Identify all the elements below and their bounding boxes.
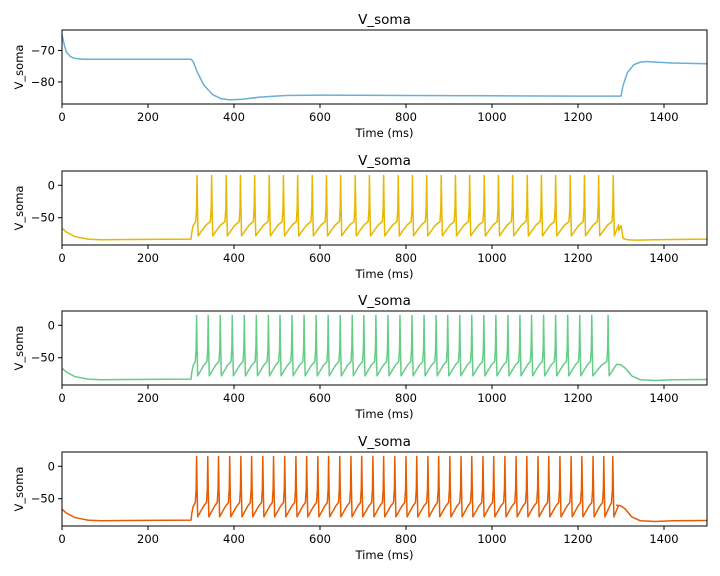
axes-frame xyxy=(61,170,708,246)
x-tick-label: 0 xyxy=(58,110,65,124)
x-tick-label: 800 xyxy=(395,110,417,124)
y-tick-label: 0 xyxy=(48,178,55,192)
x-tick-label: 400 xyxy=(223,532,245,546)
axes-frame xyxy=(61,29,708,105)
x-tick-label: 1200 xyxy=(563,251,592,265)
x-tick-label: 600 xyxy=(309,251,331,265)
y-tick-label: −50 xyxy=(31,351,55,365)
x-axis-label: Time (ms) xyxy=(355,407,414,421)
subplot-title: V_soma xyxy=(358,434,411,450)
y-tick-label: −50 xyxy=(31,211,55,225)
x-tick-label: 800 xyxy=(395,391,417,405)
x-tick-label: 1000 xyxy=(477,532,506,546)
subplot-3: V_soma 0 200 400 600 800 1000 1200 1400 −50 0 Time … xyxy=(12,293,708,421)
x-tick-label: 200 xyxy=(137,251,159,265)
subplot-title: V_soma xyxy=(358,153,411,169)
x-tick-label: 0 xyxy=(58,532,65,546)
subplot-title: V_soma xyxy=(358,12,411,28)
x-axis-label: Time (ms) xyxy=(355,126,414,140)
x-tick-label: 200 xyxy=(137,391,159,405)
x-tick-label: 200 xyxy=(137,532,159,546)
x-tick-label: 1000 xyxy=(477,110,506,124)
x-tick-label: 0 xyxy=(58,251,65,265)
x-tick-label: 400 xyxy=(223,251,245,265)
y-axis-label: V_soma xyxy=(12,186,26,231)
axes-frame xyxy=(61,310,708,386)
y-tick-label: 0 xyxy=(48,318,55,332)
y-tick-label: 0 xyxy=(48,459,55,473)
y-tick-label: −70 xyxy=(31,43,55,57)
x-tick-label: 400 xyxy=(223,110,245,124)
x-tick-label: 1200 xyxy=(563,391,592,405)
x-tick-label: 1400 xyxy=(649,391,678,405)
axes-frame xyxy=(61,451,708,527)
x-tick-label: 1400 xyxy=(649,251,678,265)
x-tick-label: 1000 xyxy=(477,391,506,405)
subplot-4: V_soma 0 200 400 600 800 1000 1200 1400 −50 0 Time … xyxy=(12,434,708,562)
x-axis-label: Time (ms) xyxy=(355,267,414,281)
series-line xyxy=(62,34,707,101)
x-tick-label: 600 xyxy=(309,532,331,546)
subplot-title: V_soma xyxy=(358,293,411,309)
x-tick-label: 600 xyxy=(309,391,331,405)
x-axis-label: Time (ms) xyxy=(355,548,414,562)
x-tick-label: 400 xyxy=(223,391,245,405)
x-tick-label: 200 xyxy=(137,110,159,124)
y-tick-label: −80 xyxy=(31,75,55,89)
y-axis-label: V_soma xyxy=(12,45,26,90)
x-tick-label: 600 xyxy=(309,110,331,124)
series-line xyxy=(62,455,707,523)
series-line xyxy=(62,314,707,382)
x-tick-label: 800 xyxy=(395,532,417,546)
y-axis-label: V_soma xyxy=(12,467,26,512)
y-axis-label: V_soma xyxy=(12,326,26,371)
subplot-1: V_soma 0 200 400 600 800 1000 1200 1400 −80 −70 Tim… xyxy=(12,12,708,140)
x-tick-label: 1400 xyxy=(649,110,678,124)
x-tick-label: 1400 xyxy=(649,532,678,546)
x-tick-label: 1200 xyxy=(563,532,592,546)
x-tick-label: 800 xyxy=(395,251,417,265)
subplot-2: V_soma 0 200 400 600 800 1000 1200 1400 −50 0 Time … xyxy=(12,153,708,281)
x-tick-label: 1000 xyxy=(477,251,506,265)
x-tick-label: 0 xyxy=(58,391,65,405)
x-tick-label: 1200 xyxy=(563,110,592,124)
y-tick-label: −50 xyxy=(31,492,55,506)
series-line xyxy=(62,174,707,241)
